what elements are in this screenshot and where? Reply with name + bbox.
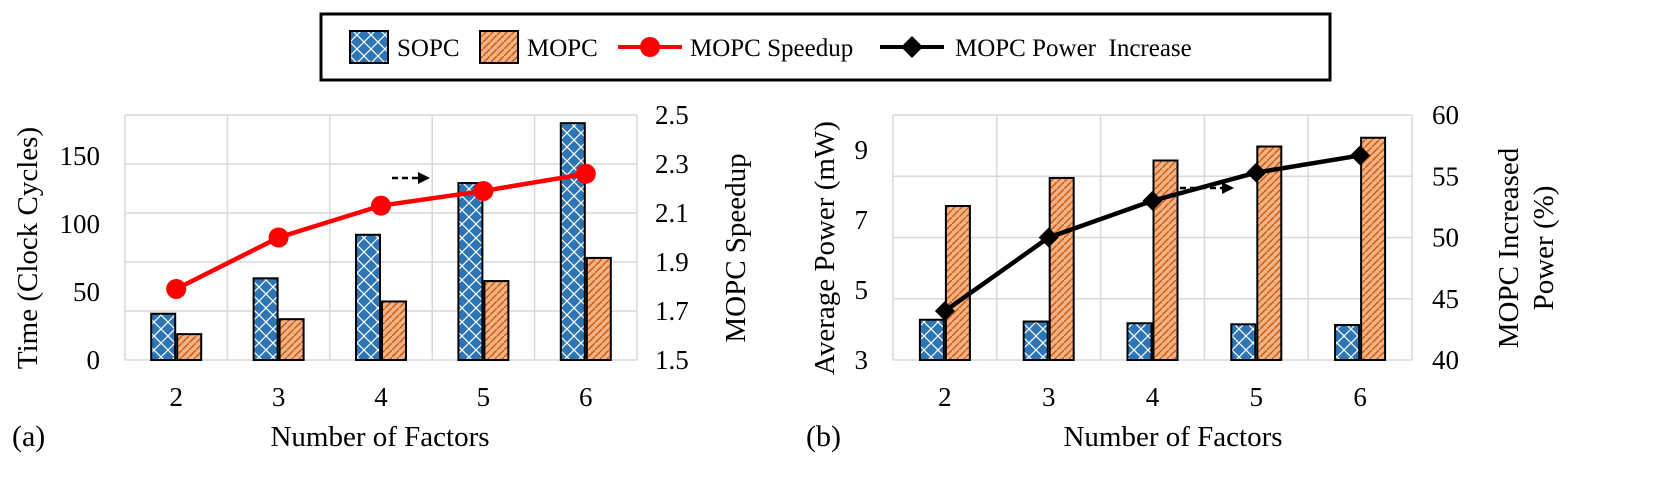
panel-b-y2label-line1: MOPC Increased (1493, 147, 1525, 348)
line-point (1142, 190, 1163, 211)
panel-b-bars (918, 136, 1387, 361)
bar-mopc (1152, 159, 1179, 361)
bar-sopc (150, 312, 177, 362)
y2-tick-label: 2.3 (655, 149, 689, 179)
bar-sopc (918, 318, 945, 361)
x-tick-label: 6 (1353, 382, 1367, 412)
y2-tick-label: 2.5 (655, 100, 689, 130)
legend-swatch-mopc (479, 30, 519, 64)
y-tick-label: 7 (855, 205, 869, 235)
line-point (1246, 162, 1267, 183)
line-point (268, 227, 289, 248)
line-point (166, 278, 187, 299)
bar-sopc (1230, 323, 1257, 361)
bar-sopc (252, 277, 279, 362)
bar-mopc (1048, 177, 1075, 361)
legend-label-speedup: MOPC Speedup (690, 35, 853, 62)
y-tick-label: 100 (60, 209, 101, 239)
bar-sopc (355, 233, 381, 361)
y2-tick-label: 1.7 (655, 296, 689, 326)
panel-a-grid (124, 114, 638, 361)
bar-sopc (457, 182, 484, 361)
panel-a-y2label: MOPC Speedup (720, 153, 752, 342)
legend-label-mopc: MOPC (527, 35, 598, 62)
panel-b-y2label-line2: Power (%) (1528, 186, 1560, 311)
y2-tick-label: 1.5 (655, 345, 689, 375)
y-tick-label: 3 (855, 345, 869, 375)
bar-mopc (483, 280, 510, 361)
legend-label-power-increase: MOPC Power Increase (955, 35, 1192, 62)
bar-mopc (944, 205, 971, 361)
bar-mopc (176, 333, 203, 361)
x-tick-label: 3 (272, 382, 286, 412)
panel-a-label: (a) (12, 420, 45, 453)
bar-mopc (1256, 145, 1283, 361)
y2-tick-label: 45 (1432, 284, 1459, 314)
x-tick-label: 2 (938, 382, 952, 412)
line-point (371, 195, 391, 216)
line-point (575, 163, 596, 184)
y-tick-label: 0 (87, 345, 101, 375)
panel-a: 2 3 4 5 6 0 50 100 150 1.5 1.7 1.9 2.1 2.3 2.5 Time (C… (12, 100, 752, 453)
bar-sopc (1334, 324, 1361, 361)
panel-a-speedup-line (166, 163, 596, 299)
panel-b-xlabel: Number of Factors (1063, 421, 1282, 453)
panel-a-arrow (392, 172, 430, 184)
x-tick-label: 2 (169, 382, 183, 412)
y2-tick-label: 2.1 (655, 198, 689, 228)
line-point (1350, 145, 1371, 166)
panel-b-power-line (934, 145, 1371, 321)
y2-tick-label: 55 (1432, 161, 1459, 191)
y-tick-label: 50 (73, 277, 100, 307)
panel-a-ylabel: Time (Clock Cycles) (12, 127, 44, 369)
legend-swatch-speedup-marker (640, 37, 660, 57)
panel-b-arrow (1180, 182, 1234, 194)
panel-a-xlabel: Number of Factors (270, 421, 489, 453)
line-point (1038, 227, 1059, 248)
y2-tick-label: 50 (1432, 223, 1459, 253)
bar-mopc (381, 300, 407, 362)
line-point (473, 180, 494, 201)
y-tick-label: 9 (855, 135, 869, 165)
bar-mopc (585, 256, 612, 361)
legend-swatch-power-marker (901, 36, 923, 58)
x-tick-label: 6 (579, 382, 593, 412)
line-point (934, 301, 955, 321)
panel-a-ticks: 2 3 4 5 6 0 50 100 150 1.5 1.7 1.9 2.1 2.3 2.5 (60, 100, 689, 412)
x-tick-label: 3 (1042, 382, 1056, 412)
y-tick-label: 5 (855, 275, 869, 305)
bar-mopc (278, 318, 305, 361)
panel-a-bars (150, 122, 612, 362)
legend-swatch-sopc (349, 30, 389, 64)
bar-sopc (1126, 322, 1153, 361)
x-tick-label: 5 (1250, 382, 1264, 412)
x-tick-label: 5 (477, 382, 491, 412)
bar-sopc (559, 122, 586, 361)
legend: SOPC MOPC MOPC Speedup MOPC Power Increa… (319, 12, 1332, 82)
legend-label-sopc: SOPC (397, 35, 460, 62)
y2-tick-label: 1.9 (655, 247, 689, 277)
x-tick-label: 4 (1146, 382, 1160, 412)
panel-b-ylabel: Average Power (mW) (809, 121, 841, 375)
x-tick-label: 4 (374, 382, 388, 412)
bar-sopc (1022, 320, 1049, 361)
y-tick-label: 150 (60, 141, 101, 171)
y2-tick-label: 60 (1432, 100, 1459, 130)
panel-b-label: (b) (806, 420, 841, 453)
y2-tick-label: 40 (1432, 345, 1459, 375)
bar-mopc (1360, 136, 1387, 361)
